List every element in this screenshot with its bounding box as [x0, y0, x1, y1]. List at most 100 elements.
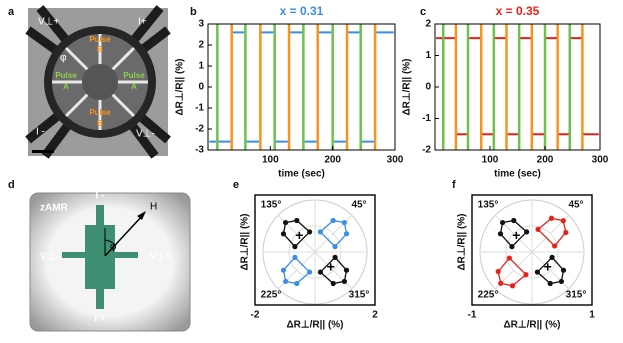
lobe-point	[317, 269, 323, 275]
lobe-sign: -	[297, 258, 302, 274]
lobe-point	[307, 229, 313, 235]
lobe-point	[282, 278, 289, 285]
lobe-point	[332, 244, 338, 250]
lobe-point	[495, 268, 501, 275]
y-tick-label: 0	[425, 82, 431, 93]
pulse-label: Pulse	[123, 71, 145, 80]
lobe-point	[280, 267, 287, 273]
polar-spoke	[277, 214, 353, 290]
lobe-point	[548, 215, 555, 221]
panel-letter: b	[190, 6, 197, 18]
x-axis-label: ΔR⊥/R|| (%)	[286, 320, 343, 331]
lobe-point	[534, 269, 540, 275]
lobe-sign: -	[513, 260, 518, 276]
contact-label: I -	[36, 127, 45, 138]
lobe-outline	[499, 219, 528, 248]
plot-frame	[207, 23, 396, 151]
x-tick-label: 2	[372, 310, 378, 321]
lobe-outline	[282, 256, 311, 285]
y-tick-label: 3	[198, 19, 204, 30]
x-tick-label: -1	[468, 310, 477, 321]
lobe-point	[498, 280, 504, 286]
lobe-point	[294, 280, 300, 287]
y-tick-label: -1	[195, 103, 204, 114]
panel-letter: e	[233, 179, 239, 191]
chart-title: x = 0.35	[496, 4, 540, 18]
pulse-label: A	[63, 82, 69, 91]
pulse-label: A	[131, 82, 137, 91]
x-tick-label: 300	[592, 155, 609, 166]
lobe-point	[307, 269, 313, 275]
lobe-point	[497, 231, 504, 237]
schematic-label: I -	[96, 191, 105, 202]
y-tick-label: 2	[198, 40, 204, 51]
lobe-point	[294, 217, 300, 224]
x-axis-label: time (sec)	[494, 169, 541, 180]
lobe-point	[292, 244, 298, 250]
lobe-outline	[282, 219, 311, 248]
lobe-point	[523, 272, 529, 278]
device-schematic	[29, 192, 191, 332]
angle-label: 225°	[478, 290, 499, 301]
lobe-point	[499, 219, 506, 226]
y-tick-label: -2	[422, 145, 431, 156]
x-axis-label: ΔR⊥/R|| (%)	[503, 320, 560, 331]
pulse-label: B	[97, 45, 103, 54]
lobe-sign: -	[547, 226, 552, 242]
contact-label: V⊥-	[136, 129, 155, 140]
lobe-outline	[497, 257, 527, 287]
angle-label: 225°	[261, 290, 282, 301]
y-tick-label: -2	[195, 124, 204, 135]
angle-label: φ	[60, 53, 67, 64]
polar-spoke	[494, 214, 570, 290]
angle-label: 135°	[478, 200, 499, 211]
lobe-point	[560, 267, 567, 273]
lobe-point	[535, 226, 541, 232]
y-tick-label: 0	[198, 82, 204, 93]
lobe-sign: +	[327, 258, 335, 274]
plot-frame	[254, 194, 376, 306]
x-tick-label: 200	[537, 155, 554, 166]
lobe-point	[524, 229, 530, 235]
lobe-point	[292, 254, 298, 260]
x-tick-label: 100	[482, 155, 499, 166]
y-axis-label: ΔR⊥/R|| (%)	[175, 58, 186, 115]
angle-label: 315°	[566, 290, 587, 301]
angle-label: 45°	[568, 200, 583, 211]
schematic-label: H	[150, 202, 157, 213]
lobe-point	[511, 217, 517, 224]
x-tick-label: 1	[589, 310, 595, 321]
chart-title: x = 0.31	[280, 4, 324, 18]
schematic-label: I +	[94, 314, 106, 325]
schematic-label: zAMR	[40, 203, 69, 214]
lobe-sign: +	[295, 227, 303, 243]
lobe-outline	[536, 256, 565, 285]
lobe-sign: +	[512, 227, 520, 243]
pulse-label: Pulse	[55, 71, 77, 80]
panel-letter: f	[452, 179, 456, 191]
y-axis-label: ΔR⊥/R|| (%)	[240, 213, 251, 270]
lobe-point	[547, 280, 553, 287]
lobe-point	[343, 267, 350, 273]
x-tick-label: 100	[262, 155, 279, 166]
lobe-outline	[319, 256, 348, 285]
y-tick-label: -1	[422, 113, 431, 124]
contact-label: V⊥+	[38, 17, 59, 28]
y-axis-label: ΔR⊥/R|| (%)	[457, 213, 468, 270]
y-tick-label: -3	[195, 145, 204, 156]
lobe-point	[552, 243, 558, 249]
x-axis-label: time (sec)	[278, 169, 325, 180]
lobe-point	[343, 231, 350, 237]
x-tick-label: 300	[387, 155, 404, 166]
pulse-label: B	[97, 119, 103, 128]
lobe-outline	[319, 219, 348, 248]
lobe-point	[332, 254, 338, 260]
angle-label: 45°	[351, 200, 366, 211]
angle-label: 315°	[349, 290, 370, 301]
y-tick-label: 1	[198, 61, 204, 72]
lobe-outline	[537, 217, 567, 247]
lobe-point	[280, 231, 287, 237]
lobe-point	[560, 218, 566, 224]
lobe-point	[558, 278, 565, 285]
